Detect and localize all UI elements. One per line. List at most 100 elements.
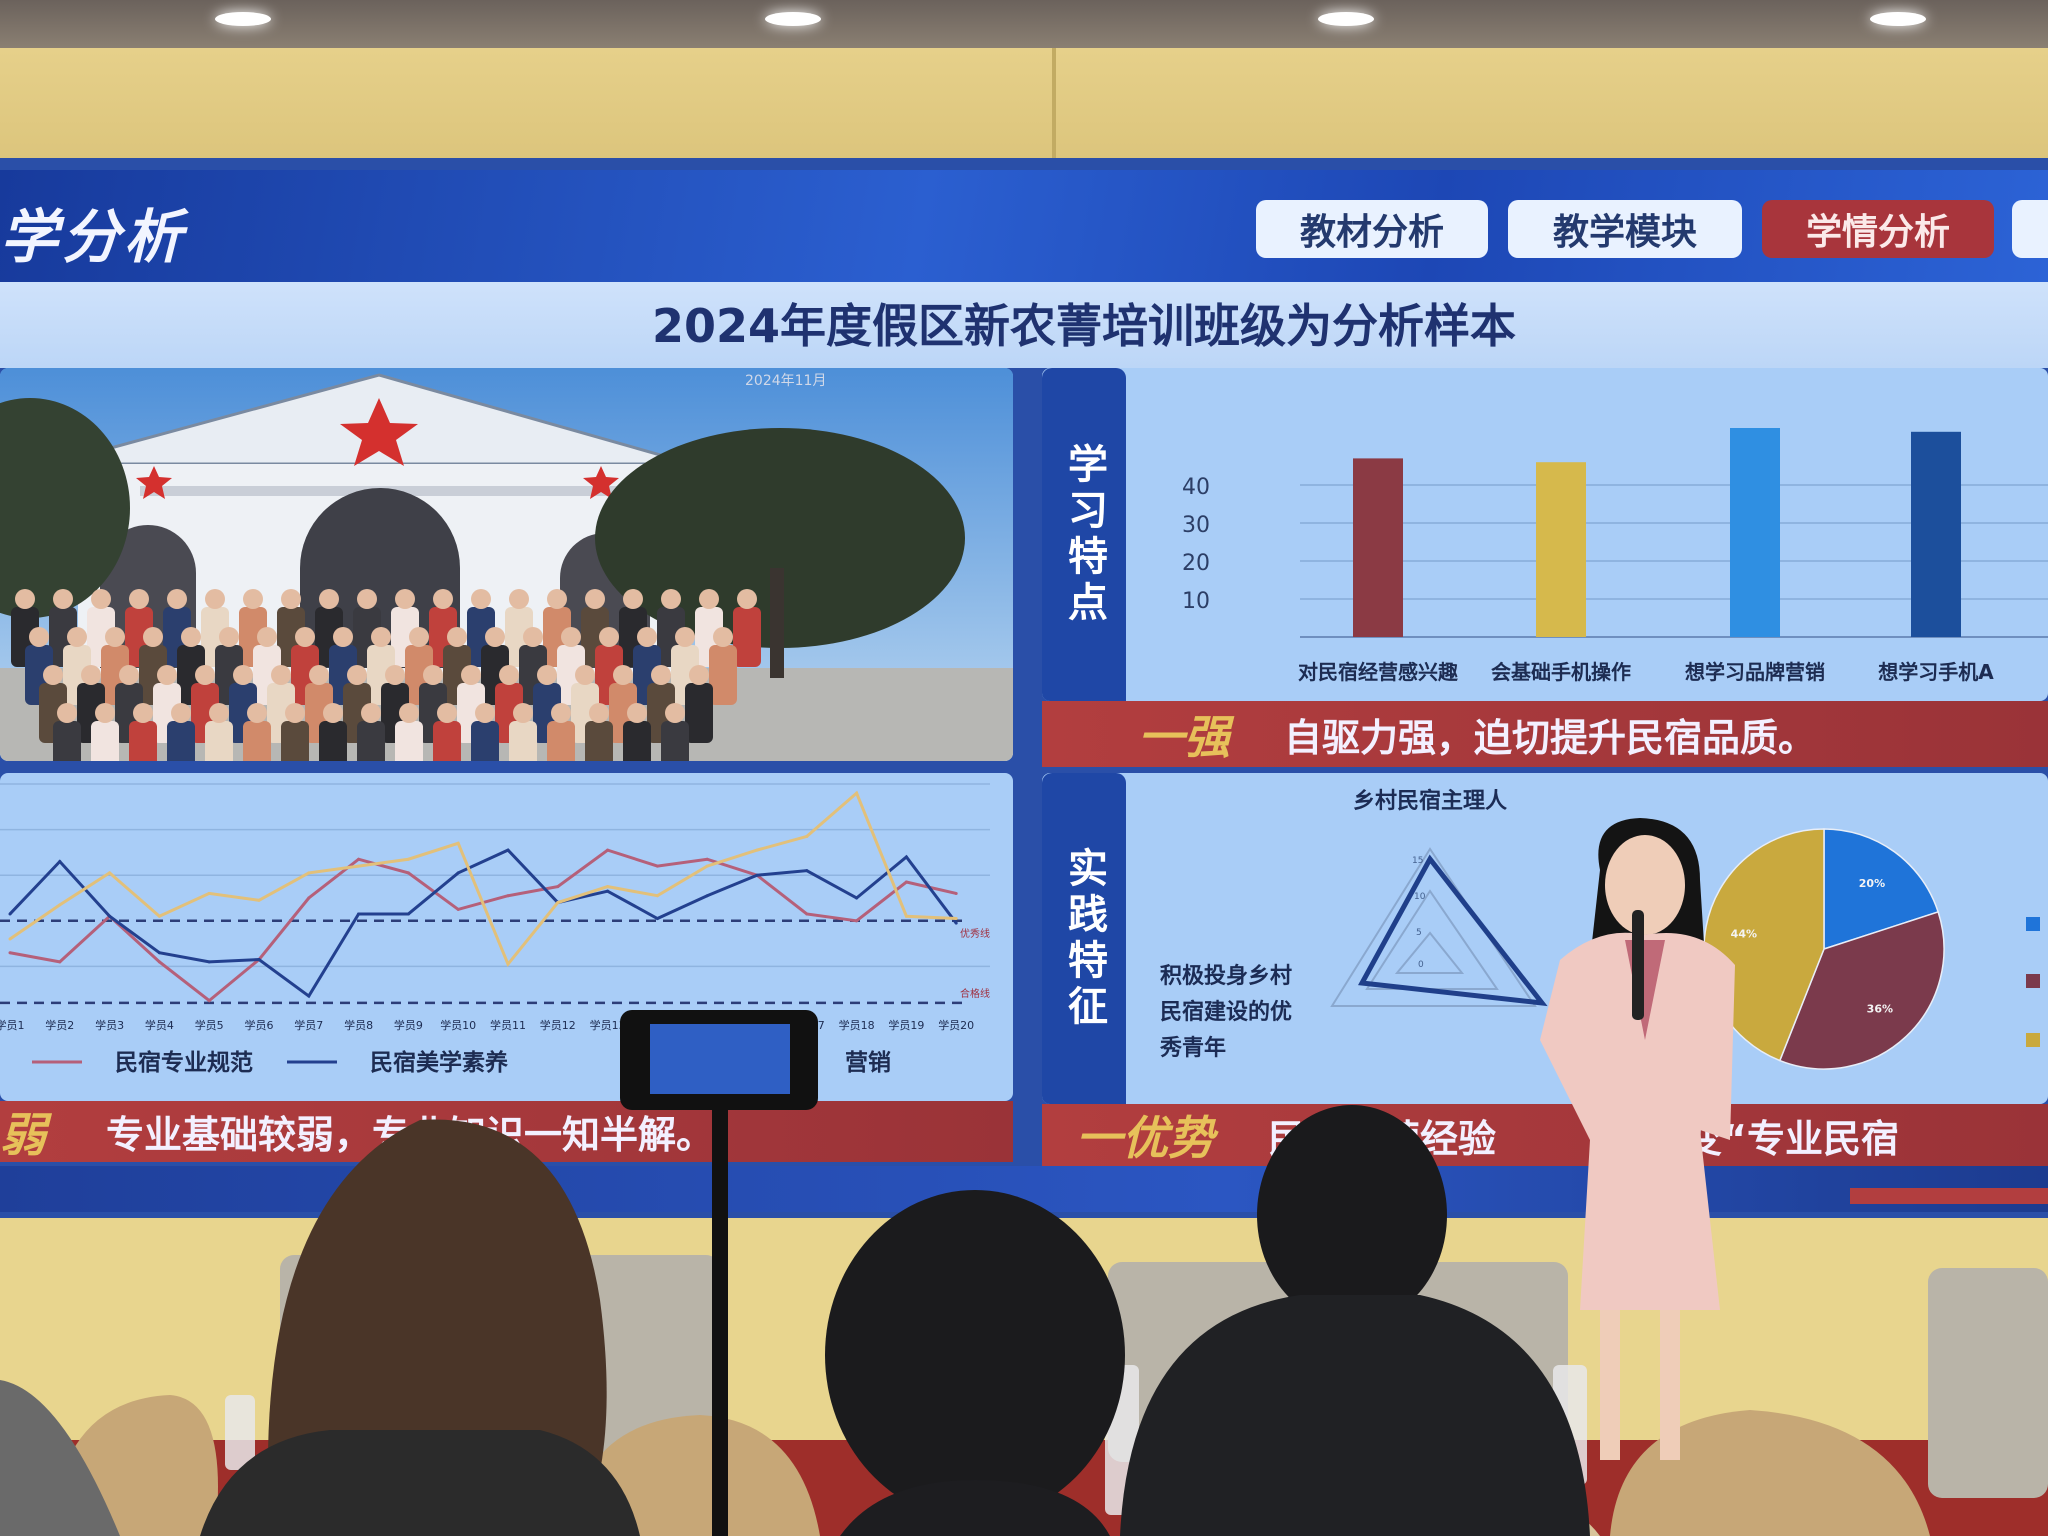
person-body [471,721,499,761]
person-head [347,665,367,685]
banner-tag: 弱 [0,1107,46,1162]
person-head [485,627,505,647]
person-head [437,703,457,723]
person-head [713,627,733,647]
pie-chart: 20% 36% 44% [1703,828,1945,1070]
tab-teaching-modules[interactable]: 教学模块 [1508,200,1742,258]
radar-chart: 15 10 5 0 [1330,847,1548,1007]
bar [1911,431,1961,637]
person-head [599,627,619,647]
person-head [247,703,267,723]
data-point [406,912,410,916]
radar-axis-label-left: 积极投身乡村民宿建设的优秀青年 [1160,964,1293,1061]
group-of-people [11,589,761,761]
data-point [456,907,460,911]
person-head [129,589,149,609]
person-head [281,589,301,609]
data-point [506,962,510,966]
photo-date: 2024年11月 [745,373,826,389]
person-body [685,683,713,743]
data-point [257,898,261,902]
person-head [323,703,343,723]
data-point [157,951,161,955]
person-head [43,665,63,685]
data-point [357,864,361,868]
person-head [409,627,429,647]
slide-footer-accent [1850,1188,2048,1204]
red-star-icon [136,466,172,499]
person-head [257,627,277,647]
data-point [257,958,261,962]
legend-label: 民宿美学素养 [370,1049,508,1076]
pie-slice-label: 44% [1731,928,1757,941]
radar-tick: 5 [1416,928,1422,938]
microphone-icon [1632,910,1644,1020]
person-body [205,721,233,761]
data-point [506,894,510,898]
data-point [307,896,311,900]
person-head [195,665,215,685]
data-point [805,869,809,873]
x-category-label: 学员8 [344,1018,373,1032]
person-head [423,665,443,685]
person-head [509,589,529,609]
tab-learner-analysis[interactable]: 学情分析 [1762,200,1994,258]
data-point [705,894,709,898]
tab-partial[interactable] [2012,200,2048,258]
person-head [499,665,519,685]
data-point [108,914,112,918]
audience-member-head [1257,1105,1447,1325]
person-head [119,665,139,685]
tree [595,428,965,648]
line-series-3 [9,790,957,968]
wall-seam [1052,48,1056,160]
person-head [167,589,187,609]
data-point [606,848,610,852]
pie-slice-label: 36% [1867,1002,1893,1015]
data-point [705,864,709,868]
legend-label: 营销 [845,1050,891,1076]
person-body [509,721,537,761]
speaker-suit [1540,932,1735,1310]
radar-grid-inner [1394,931,1465,974]
person-head [29,627,49,647]
audience-member-head [825,1190,1125,1520]
x-category-label: 学员6 [245,1018,274,1032]
data-point [954,891,958,895]
data-point [755,873,759,877]
reference-line-label: 优秀线 [960,927,990,940]
scores-panel: 优秀线 合格线 学员1 学员2 学员3 学员4 学员5 学员6 学员7 学员8 学员9 学员10 学员1… [0,773,1013,1101]
person-head [205,589,225,609]
pie-legend-swatch [2026,1033,2040,1047]
class-photo: 2024年11月 [0,368,1013,761]
x-category-label: 对民宿经营感兴趣 [1298,660,1459,684]
tab-textbook-analysis[interactable]: 教材分析 [1256,200,1488,258]
person-head [233,665,253,685]
audience-member-body [200,1430,640,1536]
data-point [157,960,161,964]
person-body [547,721,575,761]
person-head [53,589,73,609]
person-body [733,607,761,667]
chair-seat [1610,1410,1930,1536]
data-point [655,894,659,898]
person-body [709,645,737,705]
person-head [361,703,381,723]
speaker-leg [1660,1310,1680,1460]
person-head [219,627,239,647]
ceiling-light [1870,12,1926,26]
line-series-2 [8,848,958,999]
person-head [91,589,111,609]
person-head [513,703,533,723]
y-tick-label: 10 [1182,589,1210,614]
data-point [606,885,610,889]
person-head [81,665,101,685]
reference-line-label: 合格线 [960,987,990,1000]
x-category-label: 学员7 [294,1018,323,1032]
person-head [357,589,377,609]
learning-traits-bar-chart: 10 20 30 40 对民宿经营感兴趣 会基础手机操作 想学习品牌营销 想学习手机A [1182,428,2048,684]
person-head [57,703,77,723]
x-category-label: 想学习品牌营销 [1685,660,1825,684]
banner-tag: 一强 [1138,710,1230,764]
data-point [855,896,859,900]
